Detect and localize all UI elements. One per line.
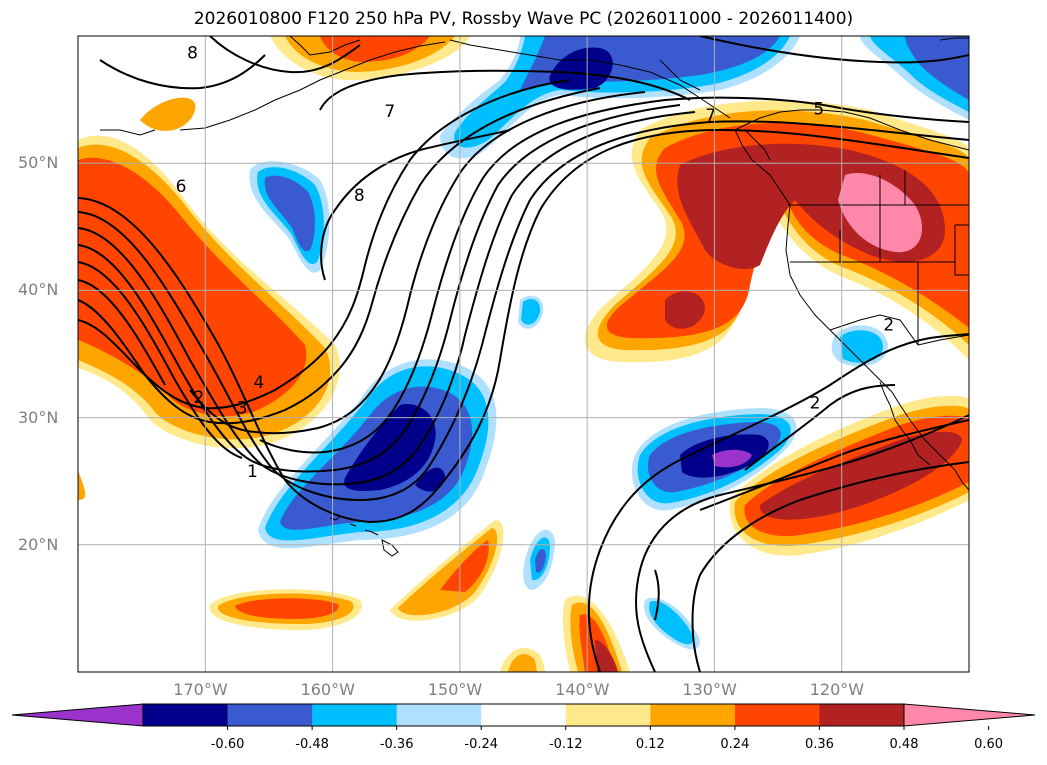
latitude-tick-label: 30°N xyxy=(18,407,59,427)
contour-label: 2 xyxy=(810,393,821,413)
pv-anomaly-field: 8 7 8 6 7 5 2 34 1 2 2 xyxy=(78,36,969,672)
longitude-tick-label: 170°W xyxy=(173,680,228,699)
contour-3-east xyxy=(654,419,969,621)
contour-7-north xyxy=(319,69,691,111)
map-frame xyxy=(77,35,970,673)
colorbar-tick-label: -0.48 xyxy=(295,737,329,752)
contour-label: 7 xyxy=(705,106,716,126)
latitude-tick-label: 20°N xyxy=(18,534,59,554)
map-title: 2026010800 F120 250 hPa PV, Rossby Wave … xyxy=(193,9,854,29)
contour-2 xyxy=(78,120,969,502)
contour-label: 3 xyxy=(237,398,248,418)
longitude-tick-label: 160°W xyxy=(300,680,355,699)
contour-6-north xyxy=(209,36,361,74)
colorbar-segment xyxy=(143,704,229,726)
colorbar-tick-label: -0.12 xyxy=(548,737,583,752)
colorbar-segment xyxy=(227,704,313,726)
colorbar-tick-label: -0.36 xyxy=(379,737,414,752)
contour-3b-east xyxy=(744,384,896,471)
contour-label: 2 xyxy=(194,388,205,408)
colorbar-extend-high xyxy=(903,703,1036,727)
contour-label: 5 xyxy=(813,100,824,120)
contour-8b xyxy=(320,129,511,281)
contour-6 xyxy=(78,91,646,435)
political-boundaries xyxy=(788,170,969,346)
pv-contours xyxy=(78,36,969,672)
colorbar-extend-low xyxy=(11,703,144,727)
colorbar-tick-label: 0.12 xyxy=(635,737,665,752)
contour-8-north xyxy=(99,54,266,90)
positive-anomaly-west xyxy=(78,97,340,500)
contour-3 xyxy=(78,111,696,486)
gridlines xyxy=(78,36,969,672)
longitude-tick-label: 140°W xyxy=(555,680,610,699)
contour-label: 8 xyxy=(187,44,198,64)
positive-anomaly-pacific-northwest xyxy=(584,100,969,363)
longitude-tick-label: 150°W xyxy=(427,680,483,699)
contour-8 xyxy=(78,79,571,410)
longitude-tick-label: 120°W xyxy=(809,680,865,699)
contour-label: 7 xyxy=(384,102,395,122)
colorbar-tick-label: 0.48 xyxy=(889,737,919,752)
colorbar-segment xyxy=(396,704,482,726)
contour-2b-east xyxy=(587,333,969,672)
hawaii-islands xyxy=(329,515,399,557)
positive-anomaly-small xyxy=(209,520,630,672)
contour-label: 4 xyxy=(253,373,264,393)
latitude-tick-label: 40°N xyxy=(18,280,59,300)
contour-5 xyxy=(78,96,969,459)
colorbar-tick-label: 0.36 xyxy=(804,737,834,752)
colorbar xyxy=(11,703,1036,730)
colorbar-segment xyxy=(565,704,651,726)
contour-1-east xyxy=(691,461,969,672)
colorbar-segment xyxy=(650,704,736,726)
colorbar-tick-label: 0.60 xyxy=(974,737,1004,752)
contour-label: 2 xyxy=(883,316,894,336)
contour-5-north xyxy=(699,36,969,64)
positive-anomaly-alaska xyxy=(270,36,470,81)
colorbar-tick-label: -0.24 xyxy=(464,737,499,752)
contour-label: 8 xyxy=(354,186,365,206)
coastlines xyxy=(100,36,969,491)
contour-labels: 8 7 8 6 7 5 2 34 1 2 2 xyxy=(176,44,895,482)
contour-label: 1 xyxy=(247,462,258,482)
contour-4 xyxy=(78,104,681,473)
colorbar-segment xyxy=(481,704,567,726)
colorbar-tick-label: 0.24 xyxy=(720,737,750,752)
contour-label: 6 xyxy=(176,177,187,197)
contour-2-east xyxy=(634,414,969,672)
colorbar-segment xyxy=(734,704,820,726)
negative-anomaly-north xyxy=(440,36,969,159)
colorbar-outline xyxy=(142,703,905,727)
negative-anomaly-small xyxy=(249,161,888,650)
colorbar-segment xyxy=(312,704,398,726)
colorbar-tick-label: -0.60 xyxy=(210,737,245,752)
longitude-tick-label: 130°W xyxy=(682,680,737,699)
latitude-tick-label: 50°N xyxy=(18,153,59,173)
negative-anomaly-central xyxy=(258,359,497,549)
colorbar-segment xyxy=(819,704,905,726)
contour-1 xyxy=(78,128,969,524)
